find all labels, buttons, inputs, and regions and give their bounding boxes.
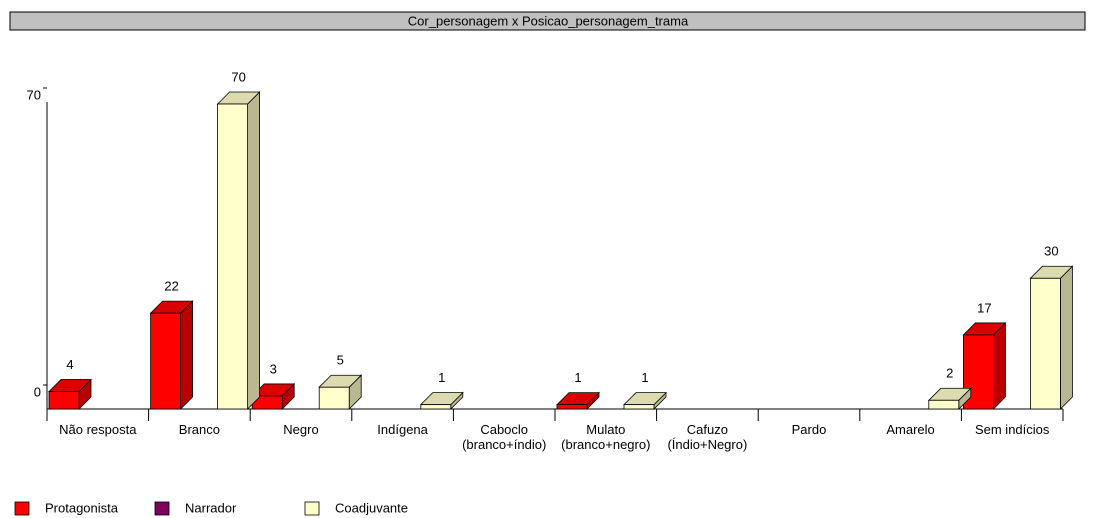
bar-face: [1060, 265, 1073, 410]
bar: [149, 300, 194, 410]
legend-swatch: [14, 501, 30, 516]
x-tick-label: Pardo: [791, 422, 827, 437]
bar-face: [556, 404, 588, 410]
bar: [48, 378, 92, 410]
bar: [556, 391, 600, 410]
value-label: 1: [574, 370, 581, 385]
legend-swatch: [304, 501, 320, 516]
bar-face: [1030, 277, 1061, 410]
bar-face: [150, 312, 182, 410]
x-tick-label: Caboclo (branco+índio): [462, 422, 547, 452]
x-tick-label: Não resposta: [59, 422, 137, 437]
value-label: 22: [164, 279, 178, 294]
value-label: 4: [66, 357, 73, 372]
y-tick-label: 0: [34, 384, 41, 399]
legend-label: Protagonista: [45, 500, 119, 515]
bar: [318, 374, 363, 410]
chart-title: Cor_personagem x Posicao_personagem_tram…: [408, 13, 689, 28]
bar: [1029, 265, 1074, 410]
y-tick-label: 70: [27, 87, 41, 102]
bar: [623, 391, 667, 410]
value-label: 70: [231, 69, 245, 84]
value-label: 1: [641, 370, 648, 385]
bar-face: [180, 300, 194, 410]
value-label: 30: [1044, 244, 1058, 259]
value-label: 17: [977, 300, 991, 315]
legend-swatch: [154, 501, 170, 516]
bar-face: [928, 399, 960, 410]
x-tick-label: Branco: [178, 422, 220, 437]
bar-face: [247, 91, 261, 410]
x-tick-label: Amarelo: [886, 422, 935, 437]
value-label: 1: [438, 370, 445, 385]
value-label: 2: [946, 366, 953, 381]
bar-face: [623, 404, 655, 410]
bar-face: [318, 386, 350, 410]
x-tick-label: Sem indícios: [974, 422, 1050, 437]
bar-face: [48, 391, 80, 410]
bar: [216, 91, 261, 410]
bar-face: [217, 103, 249, 410]
bar-face: [993, 321, 1006, 410]
bar: [251, 382, 296, 410]
x-tick-label: Negro: [283, 422, 319, 437]
legend-label: Coadjuvante: [335, 500, 408, 515]
x-tick-label: Indígena: [377, 422, 428, 437]
title-bar: [9, 11, 1086, 31]
value-label: 5: [337, 353, 344, 368]
bar-face: [420, 404, 452, 410]
x-tick-label: Mulato (branco+negro): [561, 422, 651, 452]
legend-label: Narrador: [185, 500, 237, 515]
value-label: 3: [270, 361, 277, 376]
bar: [419, 391, 464, 410]
bar: [927, 387, 972, 410]
x-tick-label: Cafuzo (Índio+Negro): [667, 422, 748, 452]
